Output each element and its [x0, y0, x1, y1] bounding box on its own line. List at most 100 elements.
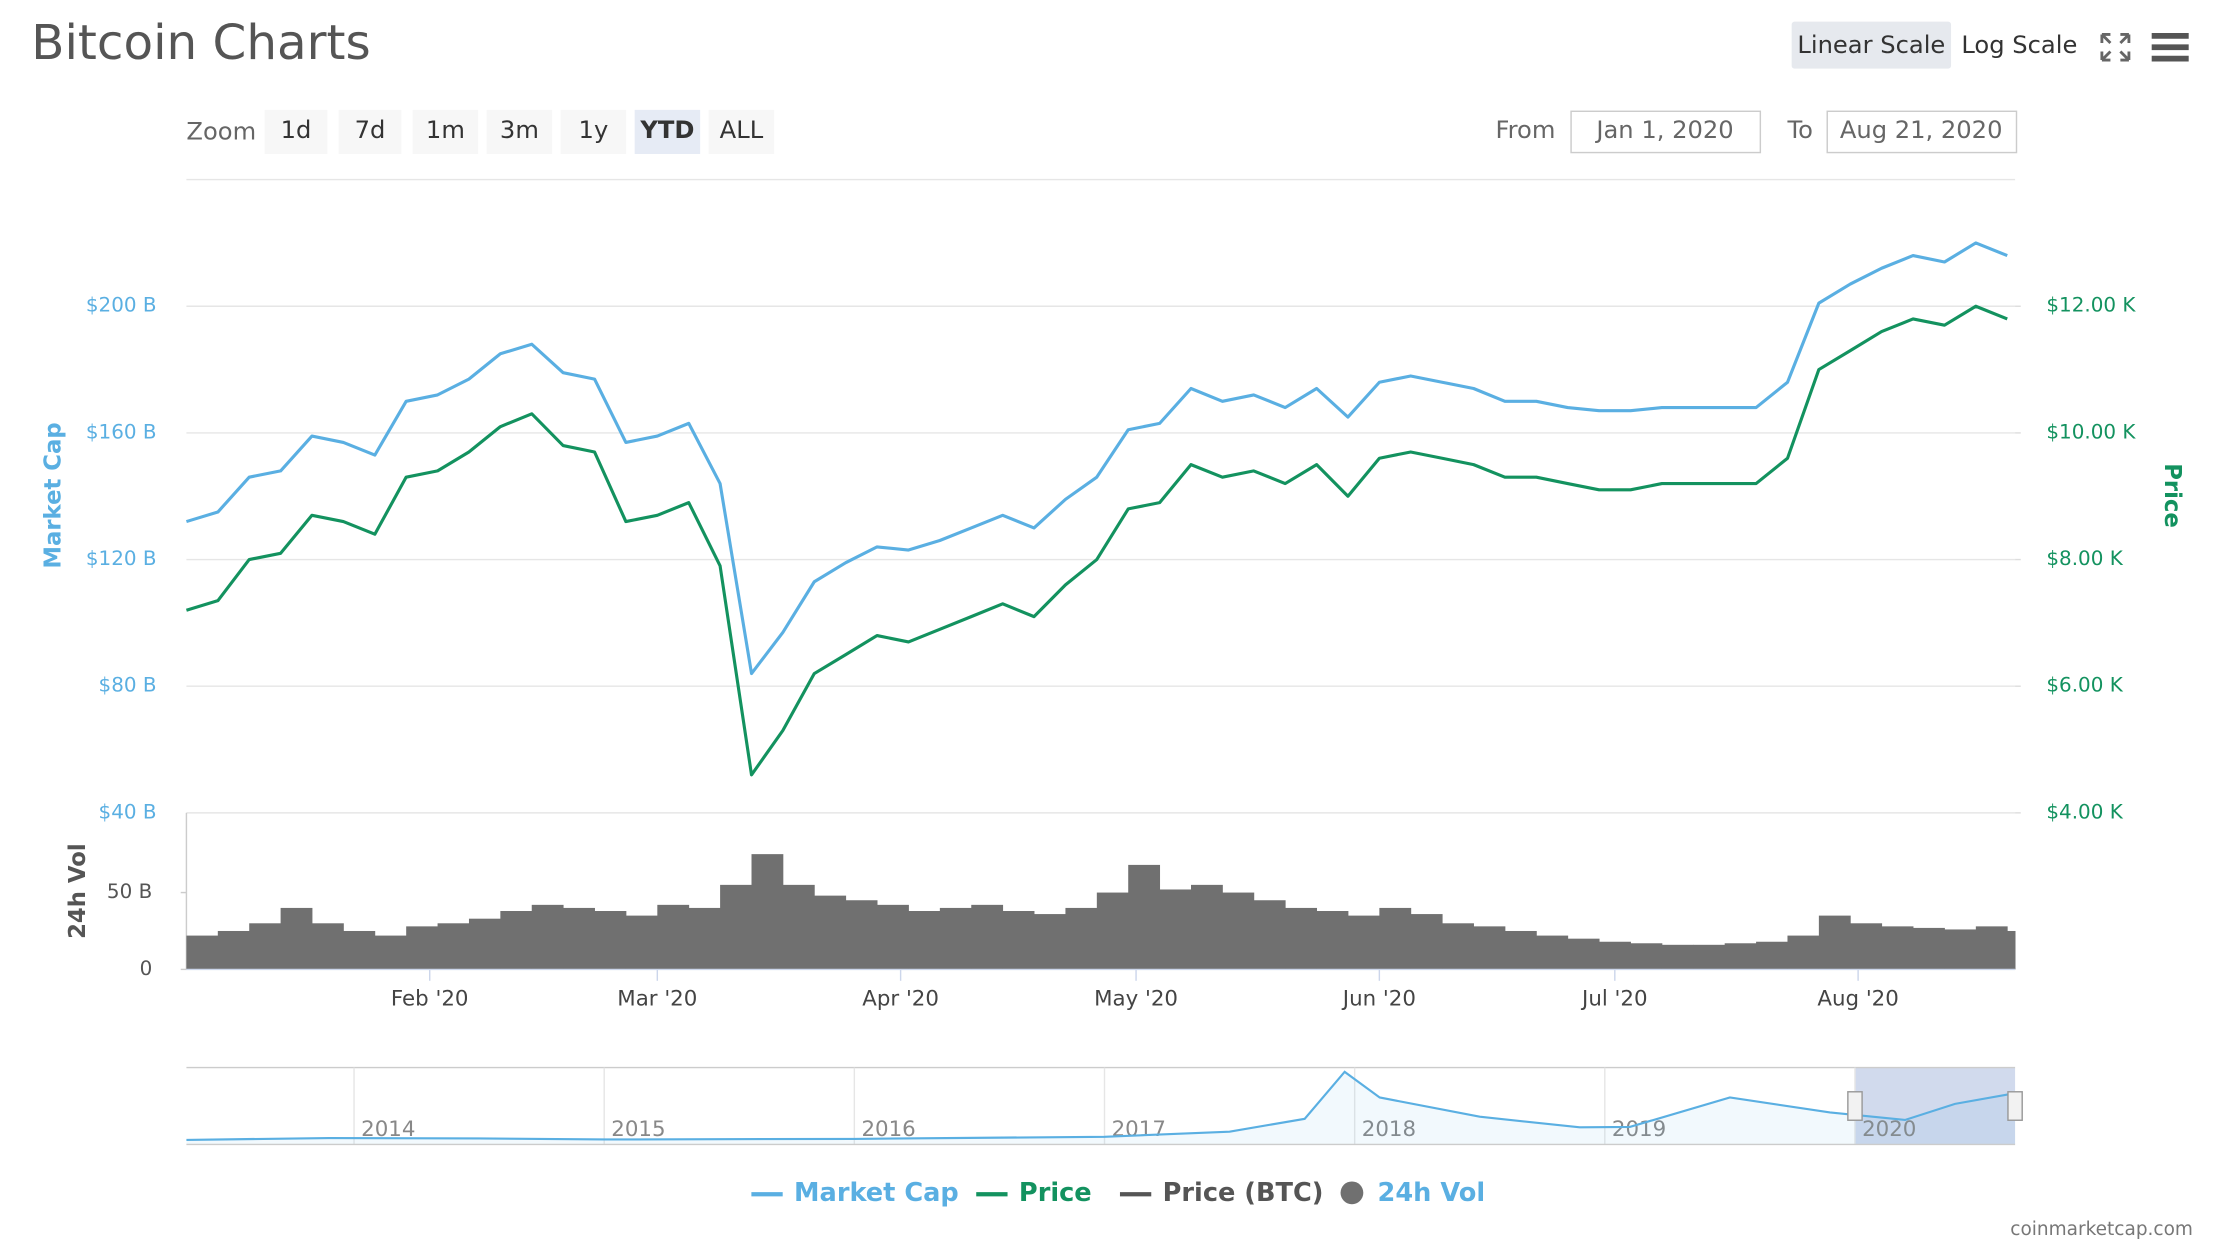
volume-bar [217, 930, 250, 970]
volume-bar [468, 918, 501, 970]
volume-bar [280, 907, 313, 970]
zoom-button-label[interactable]: ALL [720, 116, 764, 144]
volume-bar [1913, 927, 1945, 970]
volume-bar [1159, 889, 1192, 970]
volume-bar [1787, 935, 1820, 970]
legend-label[interactable]: 24h Vol [1378, 1178, 1486, 1208]
scale-button-label[interactable]: Linear Scale [1797, 31, 1945, 59]
volume-bar [1065, 907, 1098, 970]
from-input[interactable] [1570, 110, 1762, 154]
volume-bar [249, 923, 282, 970]
volume-bar [1253, 900, 1286, 970]
zoom-button[interactable] [708, 109, 775, 154]
legend-swatch[interactable] [1340, 1181, 1364, 1205]
legend-label[interactable]: Price [1019, 1178, 1092, 1208]
navigator-label: 2020 [1862, 1117, 1916, 1142]
navigator-label: 2015 [611, 1117, 665, 1142]
zoom-button-label[interactable]: 7d [355, 116, 386, 144]
y2-axis-title: Price [2159, 463, 2185, 528]
volume-bar [186, 935, 219, 970]
to-value[interactable]: Aug 21, 2020 [1840, 116, 2003, 144]
zoom-button-label[interactable]: 1y [579, 116, 609, 144]
navigator-area [186, 1071, 2016, 1145]
volume-bar [939, 907, 972, 970]
volume-bar [1316, 911, 1349, 970]
zoom-button[interactable] [486, 109, 553, 154]
volume-bar [1536, 935, 1569, 970]
scale-button[interactable] [1791, 21, 1952, 69]
volume-bar [1191, 884, 1223, 970]
series-line [185, 241, 2008, 676]
y2-tick-label: $6.00 K [2046, 674, 2123, 697]
volume-bar [1661, 944, 1694, 970]
zoom-button-label[interactable]: 1d [281, 116, 312, 144]
volume-bar [1128, 864, 1161, 970]
x-tick-label: Jul '20 [1580, 986, 1648, 1011]
volume-bar [1975, 926, 2008, 970]
volume-bar [374, 935, 407, 970]
volume-bar [1285, 907, 1318, 970]
navigator-label: 2019 [1612, 1117, 1666, 1142]
series-line [185, 304, 2008, 777]
volume-bar [437, 923, 470, 970]
navigator-handle[interactable] [2007, 1091, 2023, 1121]
zoom-button-label[interactable]: YTD [639, 116, 694, 144]
volume-axis-title: 24h Vol [65, 843, 91, 939]
credit[interactable]: coinmarketcap.com [2010, 1219, 2193, 1240]
zoom-button[interactable] [338, 109, 402, 154]
navigator-handle[interactable] [1847, 1091, 1863, 1121]
volume-bar [1222, 892, 1255, 970]
zoom-button[interactable] [412, 109, 479, 154]
volume-bar [406, 926, 438, 970]
volume-bar [343, 930, 376, 970]
y2-tick-label: $12.00 K [2046, 294, 2136, 317]
legend-label[interactable]: Market Cap [794, 1178, 959, 1208]
volume-bar [1881, 926, 1914, 970]
zoom-button[interactable] [634, 109, 701, 154]
volume-bar [908, 911, 941, 970]
x-tick-label: Aug '20 [1817, 986, 1898, 1011]
volume-bar [1724, 943, 1757, 970]
volume-bar [1599, 941, 1631, 970]
from-value[interactable]: Jan 1, 2020 [1594, 116, 1733, 144]
volume-bar [782, 884, 815, 970]
navigator-label: 2018 [1362, 1117, 1416, 1142]
volume-bar [657, 904, 690, 970]
y-tick-label: $200 B [86, 294, 157, 317]
y-tick-label: $160 B [86, 420, 157, 443]
to-input[interactable] [1826, 110, 2018, 154]
volume-bar [1410, 914, 1443, 970]
volume-bar [1034, 914, 1066, 970]
page-title: Bitcoin Charts [31, 15, 370, 71]
volume-bar [751, 854, 784, 970]
volume-bar [1347, 915, 1380, 970]
volume-bar [1473, 926, 1506, 970]
volume-bar [1756, 941, 1788, 970]
zoom-button[interactable] [560, 109, 627, 154]
legend-label[interactable]: Price (BTC) [1163, 1178, 1324, 1208]
zoom-button[interactable] [264, 109, 328, 154]
y-tick-label: $40 B [99, 800, 157, 823]
volume-bar [563, 907, 595, 970]
menu-icon[interactable] [2151, 33, 2189, 62]
scale-button-label[interactable]: Log Scale [1961, 31, 2077, 59]
volume-tick-label: 50 B [107, 880, 152, 903]
x-tick-label: Apr '20 [862, 986, 939, 1011]
volume-bar [688, 907, 721, 970]
volume-bar [877, 904, 909, 970]
volume-bar [1944, 929, 1977, 970]
zoom-button-label[interactable]: 3m [500, 116, 539, 144]
navigator-selection[interactable] [1854, 1067, 2016, 1145]
navigator-line [186, 1070, 2016, 1141]
y-axis-title: Market Cap [41, 422, 67, 568]
volume-bar [1379, 907, 1412, 970]
zoom-button-label[interactable]: 1m [426, 116, 465, 144]
volume-bar [1850, 923, 1883, 970]
volume-bar [1504, 930, 1537, 970]
fullscreen-icon[interactable] [2100, 33, 2131, 62]
volume-bar [1567, 938, 1600, 970]
x-tick-label: Feb '20 [391, 986, 469, 1011]
volume-bar [2007, 930, 2016, 970]
